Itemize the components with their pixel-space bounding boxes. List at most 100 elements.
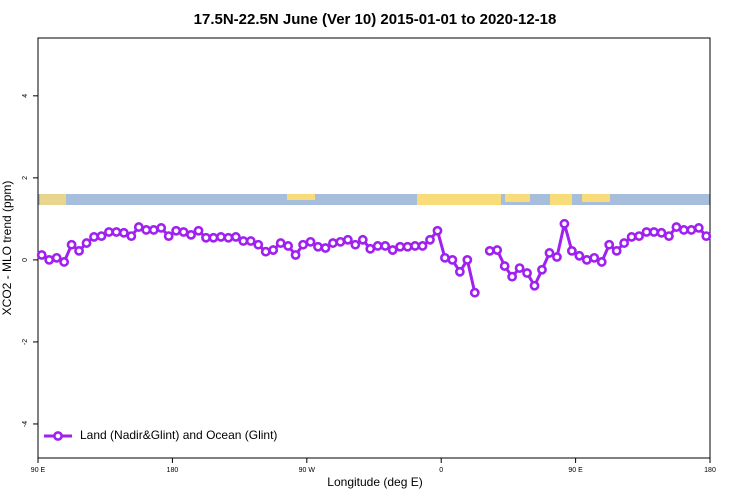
data-point <box>484 245 495 256</box>
data-point <box>671 222 682 232</box>
data-point <box>387 245 398 255</box>
data-point <box>544 248 555 258</box>
data-point <box>693 223 704 233</box>
data-point <box>365 243 376 254</box>
land-ocean-strip <box>38 194 710 205</box>
data-point <box>268 245 279 255</box>
data-point <box>216 232 226 242</box>
data-point <box>178 227 189 237</box>
data-point <box>44 254 55 265</box>
data-point <box>328 238 338 248</box>
data-point <box>163 231 174 242</box>
data-point <box>574 250 585 261</box>
y-tick-label: 0 <box>22 258 29 262</box>
data-point <box>298 239 308 250</box>
data-point <box>410 241 420 251</box>
data-point <box>186 229 196 240</box>
data-point <box>380 241 391 251</box>
legend-marker <box>53 431 63 441</box>
data-point <box>425 234 435 245</box>
x-tick-label: 180 <box>704 467 716 474</box>
data-point <box>686 225 697 235</box>
data-point <box>522 268 532 278</box>
series-line <box>40 223 708 294</box>
data-point <box>664 231 674 242</box>
data-point <box>604 239 615 250</box>
x-tick-label: 90 E <box>568 467 583 474</box>
data-point <box>552 252 562 262</box>
data-point <box>656 227 667 238</box>
data-point <box>201 232 211 243</box>
data-point <box>701 231 712 242</box>
data-point <box>305 236 316 247</box>
data-point <box>432 225 443 236</box>
x-tick-label: 90 E <box>31 467 46 474</box>
x-tick-label: 90 W <box>299 467 316 474</box>
data-point <box>66 239 77 250</box>
legend-label: Land (Nadir&Glint) and Ocean (Glint) <box>80 428 277 442</box>
data-point <box>156 223 167 233</box>
data-point <box>335 236 346 247</box>
data-point <box>290 250 301 260</box>
data-point <box>626 232 637 242</box>
data-point <box>320 243 331 253</box>
data-point <box>208 232 219 243</box>
data-point <box>589 252 600 263</box>
data-point <box>634 231 644 242</box>
data-point <box>514 263 525 273</box>
data-point <box>454 266 465 277</box>
chart-title: 17.5N-22.5N June (Ver 10) 2015-01-01 to … <box>194 11 557 28</box>
data-point <box>253 239 264 250</box>
plot-frame <box>37 37 711 459</box>
data-point <box>641 227 652 237</box>
data-point <box>469 287 480 298</box>
data-point <box>559 218 570 229</box>
data-point <box>74 245 84 256</box>
data-point <box>402 241 413 252</box>
data-point <box>440 252 450 263</box>
data-point <box>36 250 47 260</box>
data-point <box>529 280 540 291</box>
data-point <box>611 245 622 256</box>
data-point <box>230 232 241 242</box>
data-point <box>417 241 428 251</box>
data-point <box>342 234 353 245</box>
data-point <box>81 238 92 248</box>
data-point <box>678 225 689 235</box>
data-point <box>171 225 182 236</box>
y-tick-label: -2 <box>22 339 29 345</box>
data-point <box>395 241 406 252</box>
data-point <box>283 241 294 251</box>
data-point <box>649 227 659 237</box>
data-point <box>566 245 577 256</box>
data-point <box>223 232 234 243</box>
data-point <box>507 271 518 282</box>
data-point <box>148 225 159 235</box>
data-point <box>462 254 473 265</box>
data-point <box>104 227 114 237</box>
y-tick-label: -4 <box>22 421 29 427</box>
x-axis-label: Longitude (deg E) <box>327 475 422 489</box>
x-tick-label: 180 <box>167 467 179 474</box>
data-point <box>245 236 256 246</box>
data-point <box>193 225 204 236</box>
data-point <box>111 227 122 237</box>
data-point <box>492 245 503 255</box>
y-tick-label: 2 <box>22 176 29 180</box>
data-point <box>238 236 249 246</box>
data-point <box>537 264 547 275</box>
data-point <box>619 238 630 248</box>
data-point <box>357 234 368 245</box>
data-point <box>596 257 607 267</box>
data-point <box>126 231 137 242</box>
data-point <box>260 246 271 257</box>
x-tick-label: 0 <box>439 467 443 474</box>
data-point <box>275 238 286 248</box>
data-point <box>51 252 62 263</box>
data-point <box>447 254 458 265</box>
data-point <box>350 239 361 250</box>
y-axis-label: XCO2 - MLO trend (ppm) <box>0 181 14 316</box>
data-point <box>118 227 129 238</box>
